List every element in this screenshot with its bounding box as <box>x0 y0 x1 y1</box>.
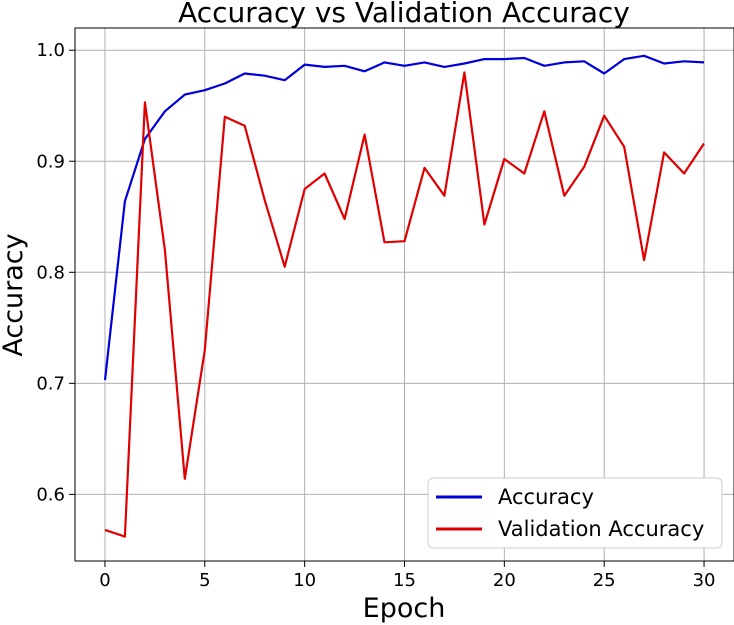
x-tick-label: 10 <box>293 570 316 591</box>
x-tick-label: 20 <box>493 570 516 591</box>
y-tick-label: 1.0 <box>36 40 65 61</box>
legend-label-accuracy: Accuracy <box>498 485 594 509</box>
x-tick-label: 25 <box>593 570 616 591</box>
x-tick-label: 15 <box>393 570 416 591</box>
y-axis-label: Accuracy <box>0 233 29 356</box>
y-tick-label: 0.6 <box>36 484 65 505</box>
series-line-accuracy <box>103 54 705 381</box>
legend: Accuracy Validation Accuracy <box>427 477 723 549</box>
series-lines <box>103 54 705 538</box>
y-tick-label: 0.8 <box>36 262 65 283</box>
x-tick-label: 0 <box>99 570 110 591</box>
y-tick-label: 0.7 <box>36 373 65 394</box>
y-tick-label: 0.9 <box>36 151 65 172</box>
legend-box <box>427 477 723 549</box>
series-line-validation-accuracy <box>104 71 705 538</box>
axis-ticks: 0 5 10 15 20 25 30 0.6 0.7 0.8 0.9 1.0 <box>36 40 715 591</box>
x-tick-label: 30 <box>693 570 716 591</box>
chart-title: Accuracy vs Validation Accuracy <box>178 0 630 29</box>
x-tick-label: 5 <box>199 570 210 591</box>
legend-label-validation-accuracy: Validation Accuracy <box>498 517 704 541</box>
x-axis-label: Epoch <box>363 593 446 624</box>
